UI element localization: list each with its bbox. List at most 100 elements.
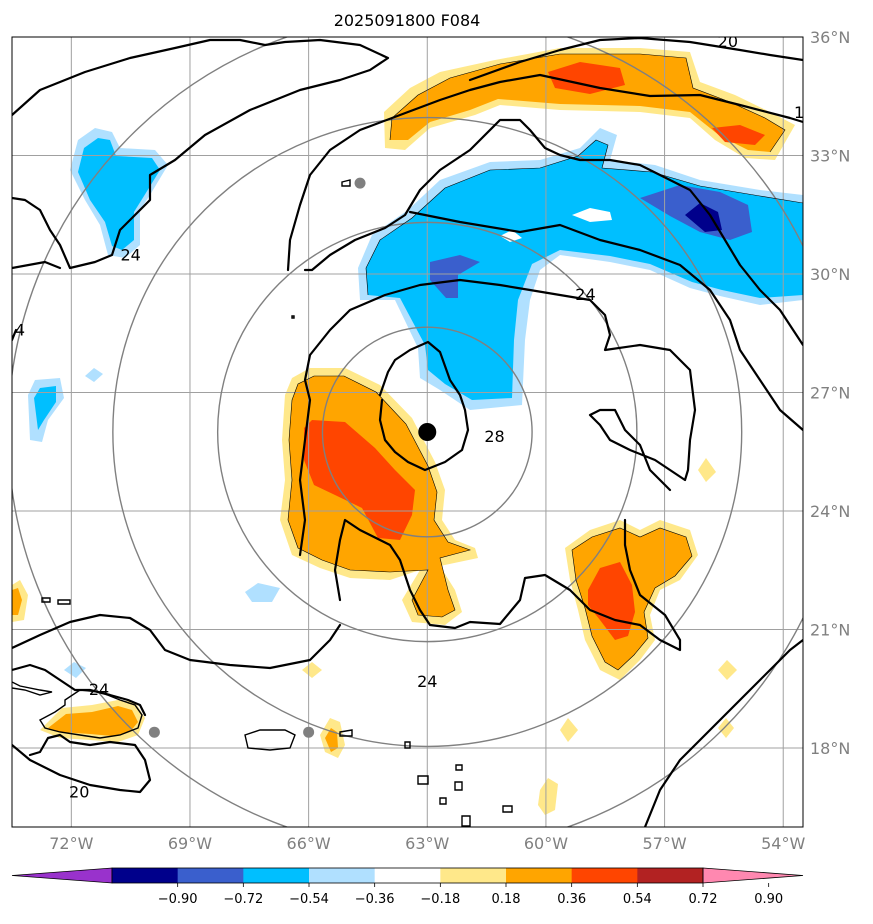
shade-west-dot — [85, 368, 103, 382]
coast-island-2 — [417, 775, 429, 785]
gray-marker-1 — [303, 726, 315, 738]
lat-tick-label-2: 24°N — [810, 502, 850, 521]
contour-28 — [378, 340, 470, 472]
shade-main-red — [304, 420, 415, 540]
contour-labels: 20 1 24 4 24 28 24 24 20 — [15, 37, 804, 801]
contour-label-6: 24 — [417, 672, 437, 691]
contour-west — [12, 328, 18, 342]
coast-hispaniola — [39, 689, 143, 739]
shade-west-cyan — [34, 386, 56, 430]
shade-neg-band-navy — [685, 203, 722, 232]
outline-north — [389, 53, 786, 153]
coast-island-1 — [404, 741, 411, 749]
lat-tick-label-1: 21°N — [810, 621, 850, 640]
range-ring-3 — [112, 116, 743, 748]
contour-label-8: 20 — [69, 782, 89, 801]
coast-island-6 — [461, 815, 471, 827]
contour-nw — [12, 38, 390, 270]
gray-marker-0 — [354, 177, 366, 189]
shade-north-band-red-2 — [712, 125, 765, 145]
contour-24b — [408, 210, 803, 432]
colorbar-tick-label-9: 0.90 — [754, 892, 783, 907]
colorbar-tick-label-5: 0.18 — [492, 892, 521, 907]
colorbar-tick-label-2: −0.54 — [289, 892, 329, 907]
contour-label-2: 24 — [120, 245, 140, 264]
shading-layer — [12, 48, 803, 815]
colorbar-bin-8 — [637, 868, 704, 883]
shade-north-band-orange — [390, 54, 785, 152]
shade-hisp-orange — [48, 706, 138, 736]
colorbar-bin-5 — [440, 868, 507, 883]
contour-label-4: 24 — [575, 285, 595, 304]
outline-neg-band — [365, 139, 803, 296]
coast-island-3 — [439, 797, 447, 805]
contour-label-7: 24 — [89, 680, 109, 699]
range-ring-2 — [216, 221, 638, 643]
contour-sw — [12, 733, 152, 794]
range-rings — [12, 37, 803, 827]
gray-marker-2 — [148, 726, 160, 738]
lon-tick-label-2: 66°W — [287, 834, 331, 853]
coast-island-5 — [502, 805, 513, 813]
contour-south — [333, 518, 682, 652]
colorbar-extend-max — [702, 867, 804, 884]
contour-north-main — [468, 37, 803, 82]
coast-island-8 — [57, 599, 71, 605]
contour-lines — [12, 37, 803, 827]
shade-spot-5 — [698, 458, 716, 482]
lon-tick-label-5: 57°W — [642, 834, 686, 853]
colorbar-bin-4 — [374, 868, 441, 883]
contour-label-5: 28 — [484, 427, 504, 446]
coast-island-10 — [291, 315, 295, 319]
shade-se-red — [588, 562, 635, 640]
colorbar-bin-7 — [571, 868, 638, 883]
range-ring-1 — [321, 326, 533, 538]
lat-tick-label-0: 18°N — [810, 739, 850, 758]
shade-nw-cyan — [78, 138, 160, 250]
coast-island-9 — [341, 179, 351, 187]
outline-main — [287, 375, 471, 618]
colorbar-tick-label-1: −0.72 — [223, 892, 263, 907]
lat-tick-labels: 18°N 21°N 24°N 27°N 30°N 33°N 36°N — [810, 28, 850, 758]
lon-tick-label-6: 54°W — [761, 834, 805, 853]
colorbar-tick-label-7: 0.54 — [623, 892, 652, 907]
colorbar-tick-label-3: −0.36 — [355, 892, 395, 907]
contour-south-w — [12, 613, 342, 670]
shade-neg-band-hole — [572, 208, 612, 222]
coastlines — [12, 179, 513, 827]
colorbar-bin-3 — [309, 868, 376, 883]
shade-spot-2 — [302, 662, 322, 678]
shade-spot-3 — [538, 778, 558, 815]
shade-sw-dot-2 — [64, 662, 86, 678]
colorbar-tick-label-4: −0.18 — [420, 892, 460, 907]
lon-tick-label-0: 72°W — [49, 834, 93, 853]
contour-north-2 — [286, 73, 803, 272]
contour-label-1: 1 — [794, 103, 804, 122]
shade-sw-dot — [245, 583, 280, 602]
colorbar-extend-min — [11, 867, 113, 884]
lon-tick-labels: 72°W 69°W 66°W 63°W 60°W 57°W 54°W — [49, 834, 805, 853]
outline-se — [571, 527, 693, 671]
contour-label-3: 4 — [15, 320, 25, 339]
lat-tick-label-5: 33°N — [810, 147, 850, 166]
colorbar-bin-0 — [112, 868, 179, 883]
chart-title: 2025091800 F084 — [334, 11, 481, 30]
shade-neg-band-hole-2 — [500, 230, 522, 242]
contour-24 — [303, 118, 803, 347]
coast-island-12 — [455, 764, 463, 771]
colorbar-bin-6 — [506, 868, 573, 883]
contour-nw-2 — [12, 260, 62, 270]
colorbar: −0.90 −0.72 −0.54 −0.36 −0.18 0.18 0.36 0.54 0.7… — [11, 867, 804, 907]
shade-neg-band-blue-2 — [430, 255, 480, 298]
storm-center-marker — [418, 423, 437, 441]
shade-outlines — [287, 53, 803, 671]
shade-spot-8o — [12, 588, 22, 615]
lat-tick-label-3: 27°N — [810, 384, 850, 403]
contour-24c — [298, 278, 697, 557]
coast-island-11 — [339, 729, 353, 737]
colorbar-tick-label-6: 0.36 — [557, 892, 586, 907]
shade-north-band-red — [548, 62, 625, 94]
gray-markers — [148, 177, 366, 738]
map-frame — [11, 36, 804, 828]
